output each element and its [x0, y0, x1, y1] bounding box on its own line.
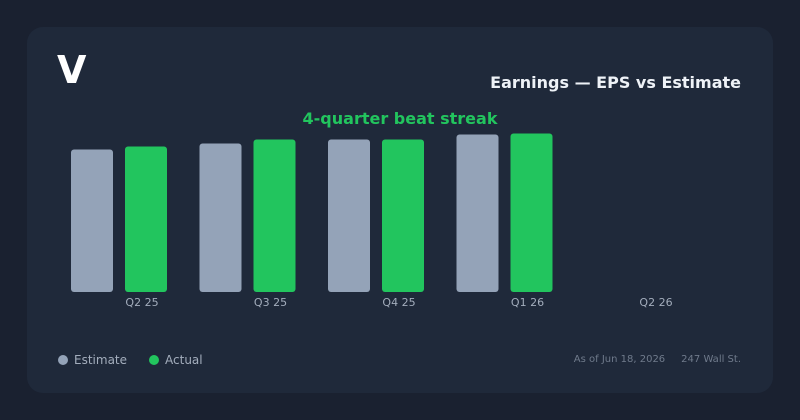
chart-card: V Earnings — EPS vs Estimate 4-quarter b… — [27, 27, 773, 393]
estimate-swatch — [58, 355, 68, 365]
legend-item-estimate: Estimate — [58, 353, 127, 367]
legend-item-actual: Actual — [149, 353, 203, 367]
legend-label-estimate: Estimate — [74, 353, 128, 367]
footer: As of Jun 18, 2026 247 Wall St. — [574, 354, 741, 365]
bar-estimate-q2-25 — [71, 149, 113, 292]
actual-swatch — [149, 355, 160, 365]
bar-chart: Q2 25 Q3 25 Q4 25 Q1 26 Q2 26 — [71, 133, 673, 309]
bar-estimate-q4-25 — [328, 139, 370, 292]
bars-group — [71, 133, 553, 292]
x-tick-label: Q4 25 — [382, 296, 415, 309]
bar-actual-q3-25 — [253, 139, 296, 292]
brand-logo: V — [57, 48, 87, 92]
chart-title: Earnings — EPS vs Estimate — [490, 73, 741, 92]
bar-estimate-q3-25 — [199, 143, 242, 292]
source-credit: 247 Wall St. — [681, 354, 741, 365]
chart-subtitle: 4-quarter beat streak — [302, 109, 498, 128]
legend: Estimate Actual — [58, 353, 203, 367]
bar-estimate-q1-26 — [456, 134, 499, 292]
x-tick-label: Q1 26 — [511, 296, 544, 309]
x-tick-label: Q3 25 — [254, 296, 287, 309]
legend-label-actual: Actual — [165, 353, 203, 367]
x-tick-label: Q2 25 — [125, 296, 158, 309]
as-of-date: As of Jun 18, 2026 — [573, 354, 666, 365]
x-tick-label: Q2 26 — [639, 296, 672, 309]
bar-actual-q2-25 — [125, 146, 167, 292]
bar-actual-q4-25 — [382, 139, 424, 292]
x-axis-labels: Q2 25 Q3 25 Q4 25 Q1 26 Q2 26 — [125, 296, 672, 309]
bar-actual-q1-26 — [510, 133, 553, 292]
